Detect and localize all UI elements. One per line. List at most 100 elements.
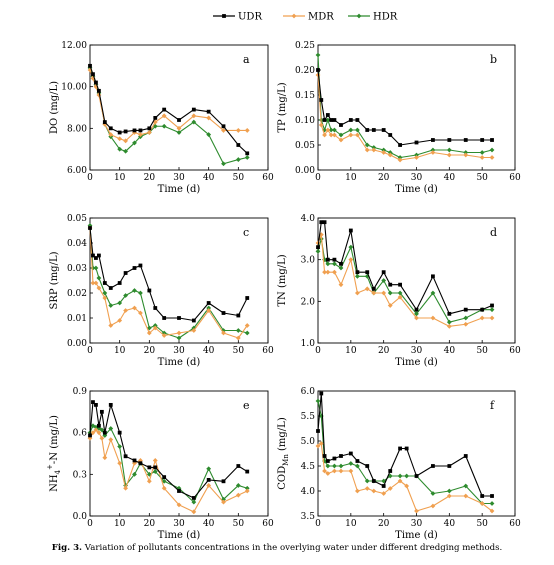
data-point [397,157,403,163]
y-tick-label: 4.0 [301,487,316,497]
y-tick-label: 4.5 [301,462,316,472]
y-tick-label: 0.15 [295,91,315,101]
data-point [117,146,123,152]
data-point [132,128,137,133]
data-point [191,499,197,505]
data-point [318,441,324,446]
x-axis-label: Time (d) [158,357,201,368]
y-tick-label: 0.9 [73,387,88,397]
x-tick-label: 30 [411,173,423,183]
series-line [317,234,493,327]
data-point [355,290,360,296]
x-tick-label: 40 [444,173,456,183]
series-mdr [87,427,250,515]
data-point [221,328,226,333]
data-point [153,116,158,120]
data-point [117,130,122,135]
x-tick-label: 40 [444,519,456,529]
data-point [364,486,370,491]
y-axis-label: CODMn (mg/L) [277,417,290,490]
data-point [479,315,485,321]
series-udr [316,220,494,316]
data-point [447,138,452,142]
data-point [381,478,387,484]
x-tick-label: 10 [345,173,357,183]
series-hdr [87,65,250,167]
data-point [206,477,211,482]
data-point [397,290,403,296]
data-point [463,454,468,458]
panel-letter: b [490,53,497,66]
data-point [206,308,212,313]
data-point [414,315,419,321]
data-point [381,491,387,496]
data-point [325,127,331,133]
data-point [191,318,196,323]
y-tick-label: 0.05 [295,141,315,151]
data-point [91,400,95,405]
data-point [387,303,393,308]
data-point [191,328,197,333]
data-point [322,468,327,474]
x-tick-label: 0 [315,173,321,183]
data-point [123,138,128,144]
y-axis-label: SRP (mg/L) [49,251,60,309]
data-point [489,508,495,514]
data-point [99,435,105,441]
series-udr [88,226,250,323]
data-point [102,120,107,124]
data-point [191,509,197,515]
series-hdr [315,398,495,506]
y-tick-label: 12.00 [61,41,87,51]
data-point [94,402,98,407]
data-point [329,118,334,122]
data-point [153,465,158,470]
y-tick-label: 0.02 [67,289,87,299]
y-tick-label: 4.0 [301,214,316,224]
series-line [89,225,248,339]
data-point [176,485,182,491]
data-point [364,286,370,292]
x-tick-label: 40 [203,346,215,356]
data-point [161,485,167,491]
y-tick-label: 0.0 [73,512,88,522]
y-tick-label: 0.00 [295,166,315,176]
y-tick-label: 0.00 [67,339,87,349]
data-point [414,474,419,478]
data-point [94,80,98,85]
plot-frame [317,217,516,344]
data-point [176,330,182,336]
data-point [381,278,387,283]
data-point [123,148,128,154]
plot-frame [89,217,269,344]
data-point [318,122,324,128]
data-point [152,325,158,331]
data-point [446,323,452,329]
data-point [479,501,485,506]
data-point [236,143,241,147]
y-tick-label: 0.20 [295,66,315,76]
data-point [108,132,114,137]
data-point [338,265,344,271]
data-point [206,466,212,472]
data-point [397,473,403,479]
data-point [365,464,370,468]
data-point [489,315,495,321]
data-point [480,138,485,142]
data-point [371,290,377,296]
data-point [364,147,370,153]
data-point [90,423,96,429]
data-point [431,138,435,142]
data-point [88,63,92,68]
series-mdr [315,441,495,514]
y-tick-label: 0.05 [67,214,87,224]
data-point [388,282,393,287]
data-point [463,315,469,321]
x-tick-label: 20 [378,173,390,183]
panel-b: 0 10 20 30 40 50 60 0.00 0.05 0.10 0.15 0.20 0.25 Tim… [277,41,521,195]
y-tick-label: 0.03 [67,264,87,274]
data-point [117,300,123,306]
data-point [102,295,108,301]
data-point [489,155,495,160]
